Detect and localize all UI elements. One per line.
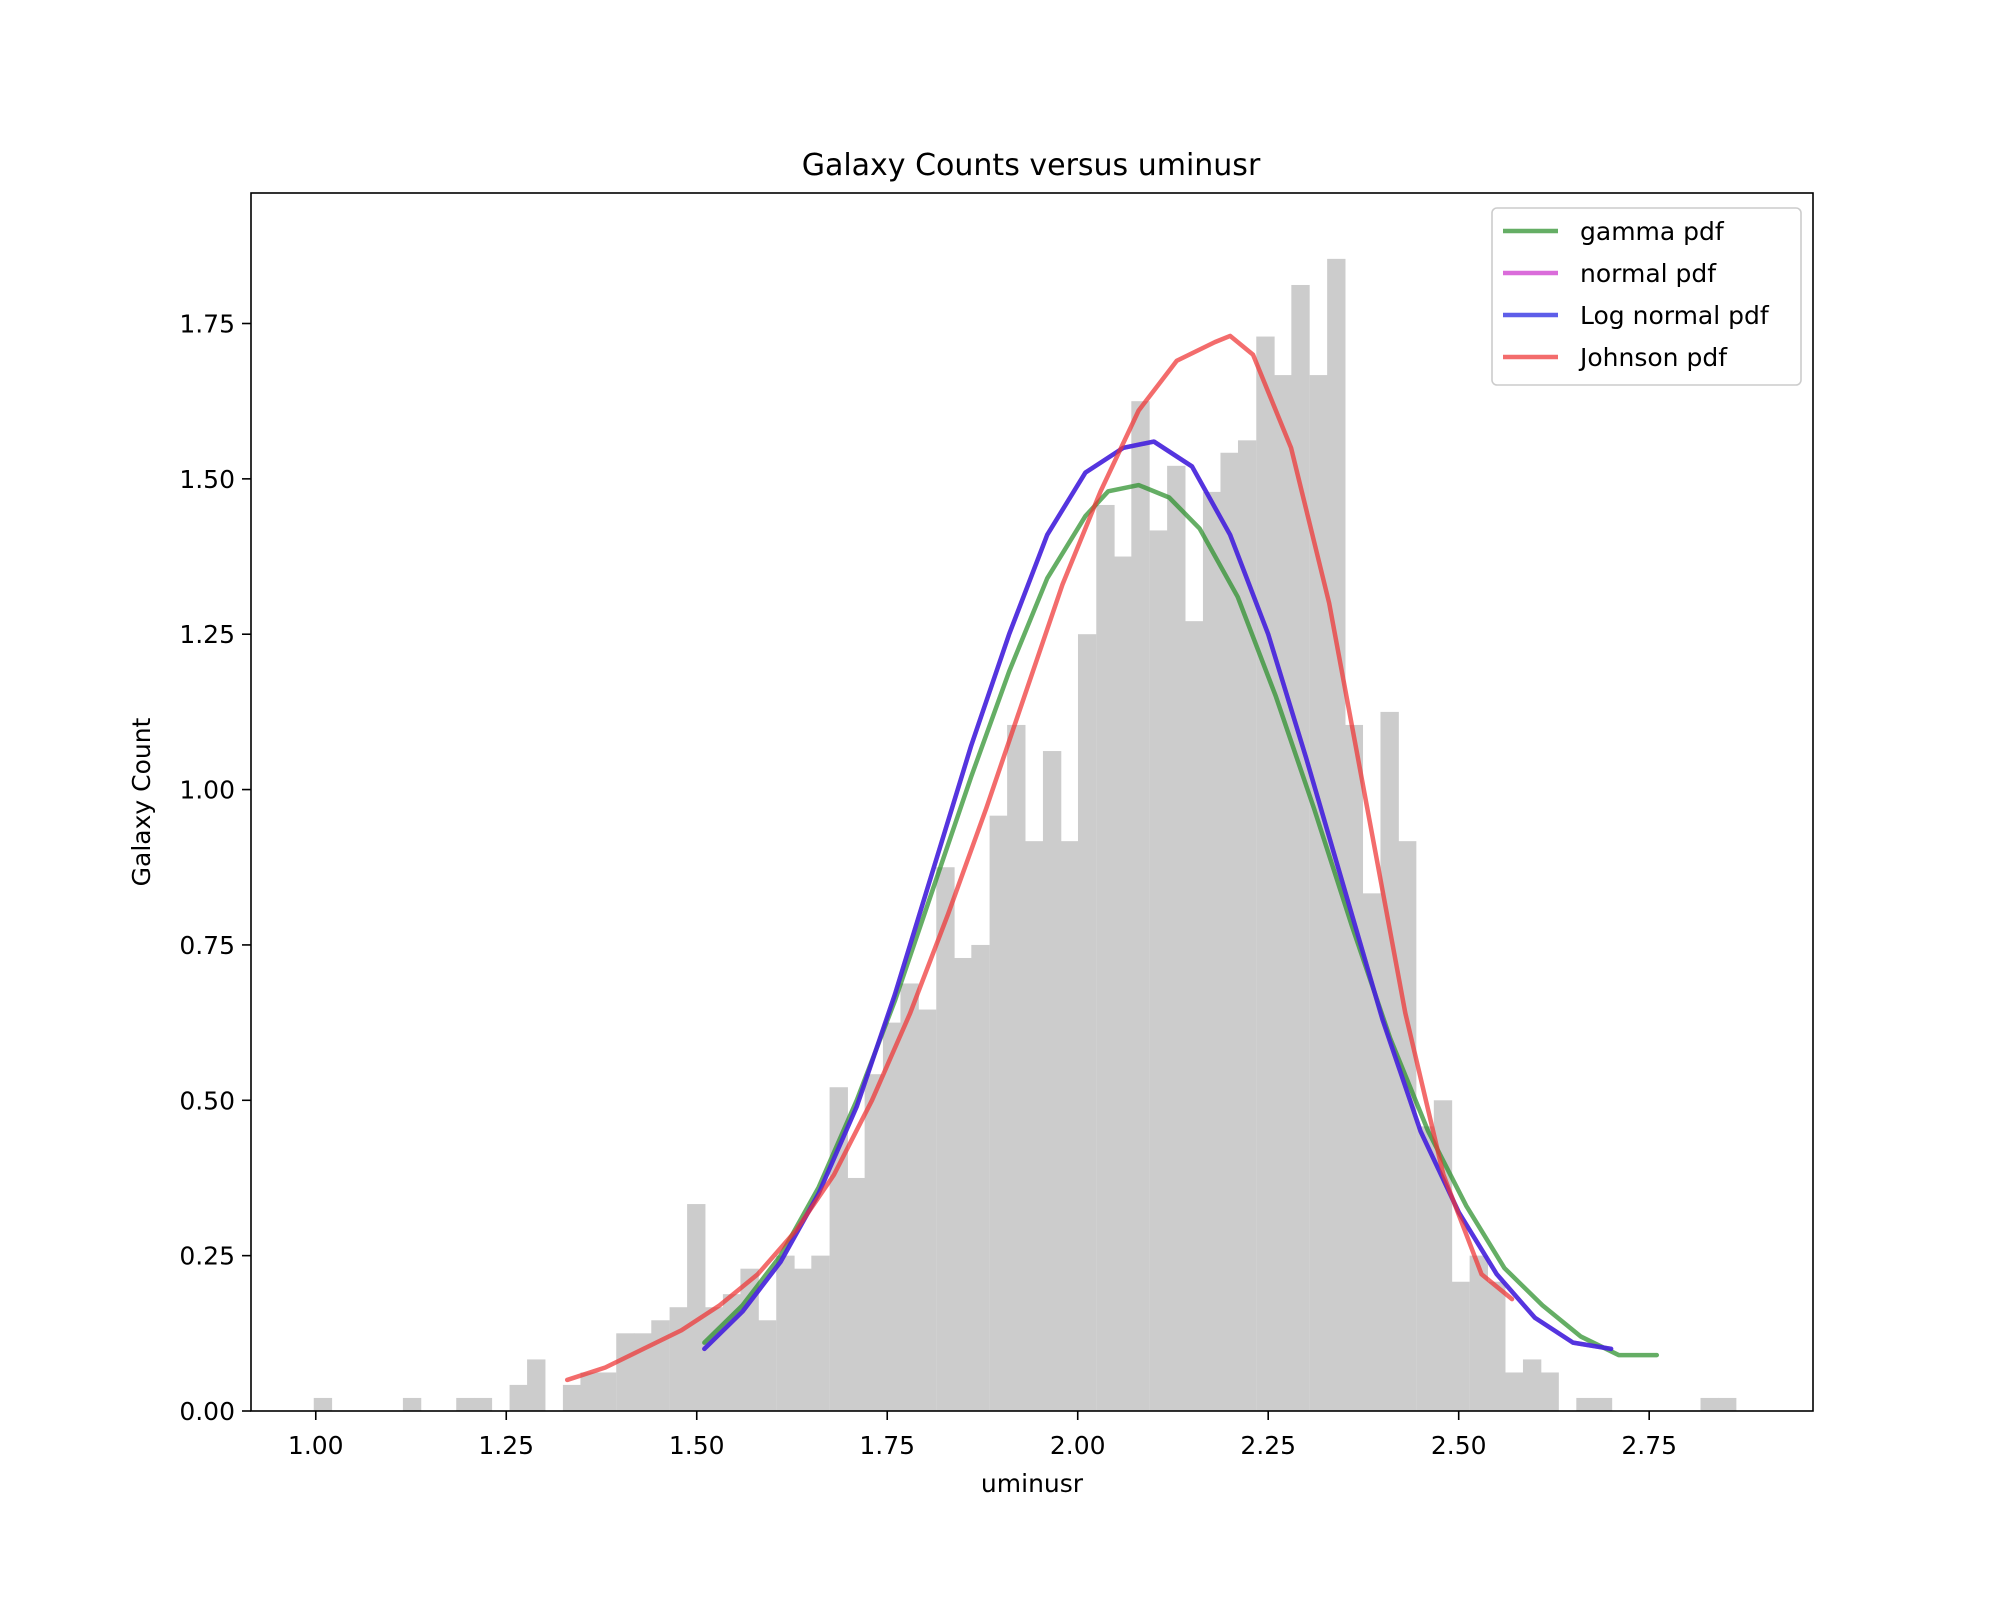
histogram-bar — [651, 1320, 670, 1411]
x-tick-label: 1.50 — [669, 1431, 725, 1460]
histogram-bar — [1237, 440, 1257, 1412]
pdf-lines — [564, 333, 1660, 1383]
histogram-bar — [1149, 530, 1168, 1411]
histogram-bar — [1273, 375, 1293, 1412]
histogram-bar — [1504, 1372, 1524, 1411]
y-tick-label: 1.00 — [179, 776, 235, 805]
histogram-bar — [917, 1009, 937, 1411]
y-axis-label: Galaxy Count — [127, 717, 156, 886]
histogram-bar — [1380, 711, 1399, 1411]
legend-label: normal pdf — [1580, 259, 1717, 288]
x-tick-label: 2.00 — [1050, 1431, 1106, 1460]
histogram-bar — [562, 1384, 582, 1411]
histogram-bar — [1042, 751, 1062, 1411]
histogram-bar — [1113, 556, 1133, 1411]
histogram-bar — [971, 944, 990, 1411]
axes-frame — [250, 192, 1814, 1412]
histogram-bar — [1398, 841, 1417, 1411]
histogram-bar — [757, 1320, 777, 1411]
x-axis: 1.00 1.25 1.50 1.75 2.00 2.25 2.50 2.75 — [288, 1411, 1677, 1460]
histogram-bar — [1451, 1281, 1470, 1411]
histogram-bar — [1416, 1126, 1435, 1411]
histogram-bar — [704, 1307, 723, 1411]
histogram-bar — [989, 815, 1008, 1411]
histogram-bar — [509, 1384, 528, 1411]
johnson-pdf-line — [564, 333, 1515, 1383]
histogram-bar — [1096, 504, 1115, 1412]
histogram-bar — [669, 1307, 688, 1411]
histogram-bar — [1167, 465, 1186, 1411]
histogram-bar — [1576, 1397, 1595, 1411]
histogram-bar — [900, 983, 919, 1411]
histogram-bar — [1700, 1397, 1719, 1411]
histogram-bar — [1469, 1255, 1488, 1411]
y-axis: 0.00 0.25 0.50 0.75 1.00 1.25 1.50 1.75 — [179, 310, 251, 1426]
histogram-bar — [793, 1268, 813, 1411]
histogram-bar — [882, 1022, 902, 1411]
histogram-bar — [1220, 452, 1239, 1411]
histogram-bar — [776, 1255, 795, 1411]
histogram-bar — [1184, 621, 1204, 1411]
plot-area — [313, 258, 1737, 1412]
histogram-bar — [936, 867, 955, 1411]
histogram-bar — [1007, 724, 1026, 1411]
histogram-bar — [1540, 1372, 1559, 1411]
histogram-bar — [1309, 375, 1328, 1412]
histogram-bar — [1433, 1100, 1453, 1411]
histogram-bar — [313, 1397, 333, 1411]
histogram-bar — [811, 1255, 830, 1411]
legend-box — [1491, 207, 1802, 386]
histogram-bar — [1024, 841, 1043, 1411]
histogram-bar — [473, 1397, 493, 1411]
y-tick-label: 1.50 — [179, 465, 235, 494]
histogram-bar — [1362, 893, 1382, 1411]
histogram-bar — [1291, 284, 1310, 1412]
x-tick-label: 1.00 — [288, 1431, 344, 1460]
histogram-bar — [527, 1359, 546, 1411]
histogram-bar — [1593, 1397, 1613, 1411]
histogram-bar — [1060, 841, 1079, 1411]
x-axis-label: uminusr — [981, 1469, 1084, 1498]
x-tick-label: 2.25 — [1240, 1431, 1296, 1460]
histogram-bar — [829, 1087, 848, 1411]
histogram-bar — [597, 1372, 617, 1411]
y-tick-label: 1.25 — [179, 620, 235, 649]
histogram-bar — [580, 1372, 599, 1411]
legend: gamma pdf normal pdf Log normal pdf Johnson… — [1491, 207, 1802, 386]
histogram-bar — [456, 1397, 475, 1411]
x-tick-label: 2.50 — [1431, 1431, 1487, 1460]
legend-label: Log normal pdf — [1580, 301, 1770, 330]
x-tick-label: 2.75 — [1621, 1431, 1677, 1460]
y-tick-label: 1.75 — [179, 310, 235, 339]
x-tick-label: 1.75 — [859, 1431, 915, 1460]
y-tick-label: 0.75 — [179, 931, 235, 960]
histogram-bar — [402, 1397, 422, 1411]
legend-label: gamma pdf — [1580, 217, 1725, 246]
x-tick-label: 1.25 — [478, 1431, 534, 1460]
histogram-bar — [1487, 1281, 1506, 1411]
histogram-bar — [1327, 258, 1346, 1411]
legend-label: Johnson pdf — [1578, 343, 1728, 372]
chart-title: Galaxy Counts versus uminusr — [802, 148, 1261, 183]
histogram-bar — [1131, 401, 1150, 1411]
histogram-bar — [1077, 634, 1097, 1411]
histogram-bar — [953, 957, 973, 1411]
histogram-bar — [1718, 1397, 1737, 1411]
y-tick-label: 0.50 — [179, 1086, 235, 1115]
histogram-bar — [1522, 1359, 1542, 1411]
histogram-bar — [1344, 724, 1364, 1411]
histogram-bar — [1202, 491, 1222, 1411]
histogram-bar — [847, 1177, 866, 1411]
histogram-bar — [687, 1204, 706, 1411]
histogram-bars — [313, 258, 1737, 1412]
y-tick-label: 0.00 — [179, 1397, 235, 1426]
histogram-bar — [1256, 336, 1275, 1411]
y-tick-label: 0.25 — [179, 1242, 235, 1271]
histogram-bar — [864, 1074, 883, 1411]
histogram-bar — [616, 1333, 635, 1411]
